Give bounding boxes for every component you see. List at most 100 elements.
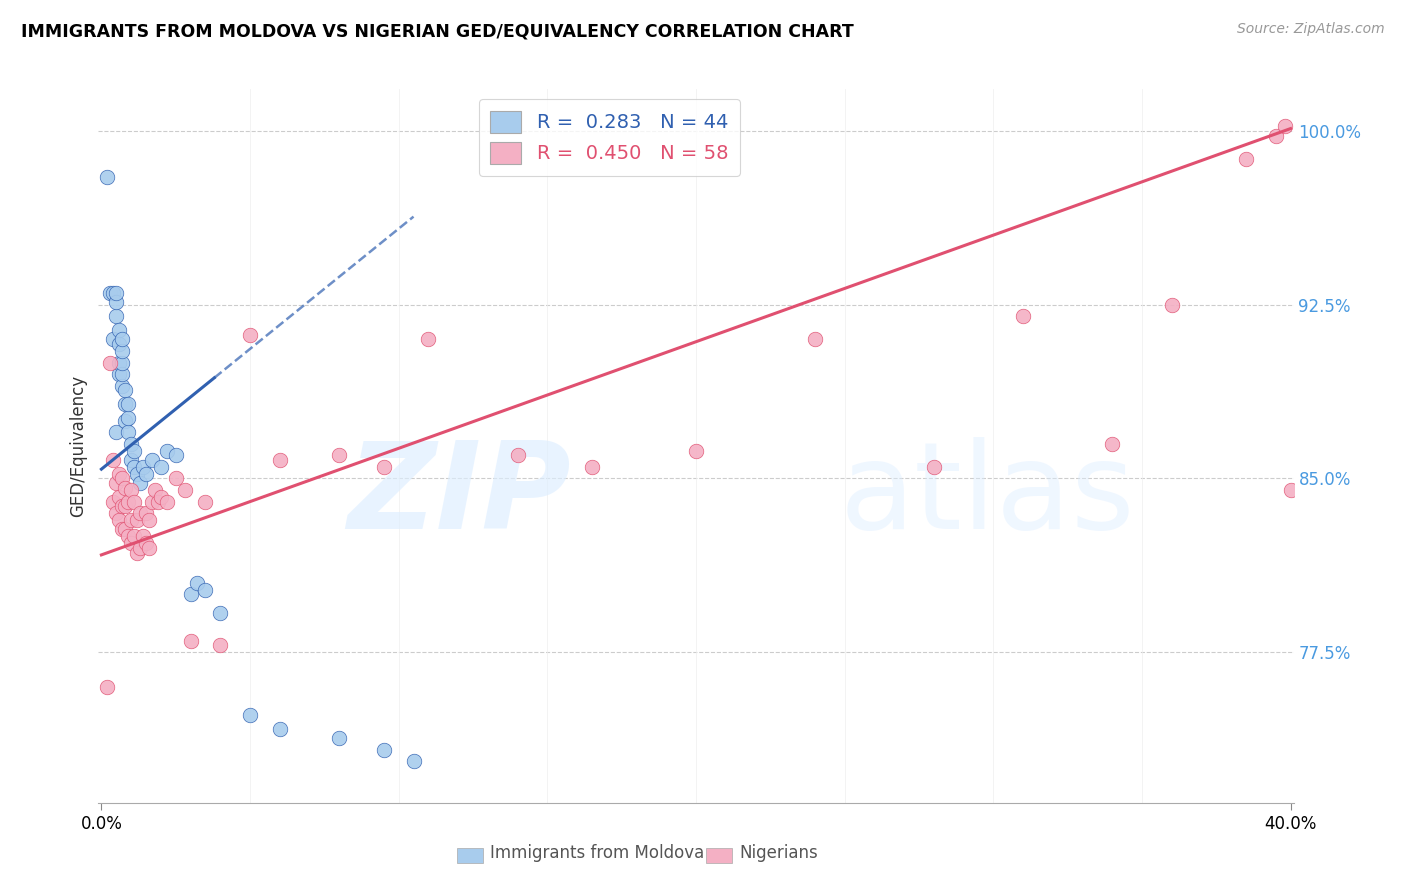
Point [138,541,160,555]
Point [117,411,139,425]
Point [269,453,291,467]
Point [117,494,139,508]
Point [149,459,172,474]
Point [209,638,232,652]
Point [120,513,142,527]
Point [108,367,131,381]
Point [105,425,128,439]
Point [922,459,945,474]
Point [328,448,350,462]
Point [194,582,217,597]
Text: Source: ZipAtlas.com: Source: ZipAtlas.com [1237,22,1385,37]
Point [108,490,131,504]
Point [96,680,118,694]
Point [1264,128,1286,143]
Point [402,754,425,768]
Point [111,471,134,485]
Point [120,453,142,467]
Point [141,453,163,467]
Y-axis label: GED/Equivalency: GED/Equivalency [69,375,87,517]
Point [111,378,134,392]
Point [122,494,145,508]
Point [103,333,125,347]
Point [96,170,118,185]
Point [108,513,131,527]
Point [804,333,827,347]
Point [1012,310,1035,324]
Point [1101,436,1123,450]
Point [418,333,440,347]
Point [98,355,121,369]
Point [108,467,131,481]
Point [103,286,125,301]
Point [105,310,128,324]
Point [114,500,136,514]
Point [194,494,217,508]
Point [269,722,291,736]
Point [122,459,145,474]
FancyBboxPatch shape [706,847,733,863]
Point [105,476,128,491]
Point [105,295,128,310]
Point [117,397,139,411]
Point [111,367,134,381]
Point [114,523,136,537]
Point [114,397,136,411]
Point [135,506,157,520]
Point [165,448,187,462]
Point [373,459,395,474]
Point [328,731,350,745]
Point [373,742,395,756]
Point [239,707,262,722]
Text: atlas: atlas [839,437,1135,555]
Point [125,513,148,527]
Point [132,459,155,474]
Point [132,529,155,543]
Point [129,541,152,555]
Point [165,471,187,485]
Point [120,436,142,450]
Point [120,483,142,497]
Point [129,476,152,491]
Point [111,523,134,537]
Point [103,453,125,467]
Point [117,425,139,439]
Point [143,483,166,497]
Text: IMMIGRANTS FROM MOLDOVA VS NIGERIAN GED/EQUIVALENCY CORRELATION CHART: IMMIGRANTS FROM MOLDOVA VS NIGERIAN GED/… [21,22,853,40]
Point [108,323,131,337]
Point [114,384,136,398]
Point [1160,298,1182,312]
Point [125,545,148,559]
Point [135,467,157,481]
Point [156,494,179,508]
Point [1279,483,1302,497]
Point [186,575,208,590]
Point [129,506,152,520]
Point [239,327,262,342]
Point [111,355,134,369]
Point [117,529,139,543]
Point [114,481,136,495]
Point [506,448,529,462]
Text: Immigrants from Moldova: Immigrants from Moldova [491,844,704,862]
Point [146,494,169,508]
Point [111,344,134,359]
Point [173,483,195,497]
Point [141,494,163,508]
Point [122,529,145,543]
Point [180,633,202,648]
Point [209,606,232,620]
Point [108,337,131,351]
Point [149,490,172,504]
Text: ZIP: ZIP [347,437,571,555]
Point [1234,152,1257,166]
Point [581,459,603,474]
Point [103,494,125,508]
Point [122,443,145,458]
Point [125,467,148,481]
Point [180,587,202,601]
Point [114,413,136,427]
Point [105,506,128,520]
Point [1274,120,1296,134]
FancyBboxPatch shape [457,847,484,863]
